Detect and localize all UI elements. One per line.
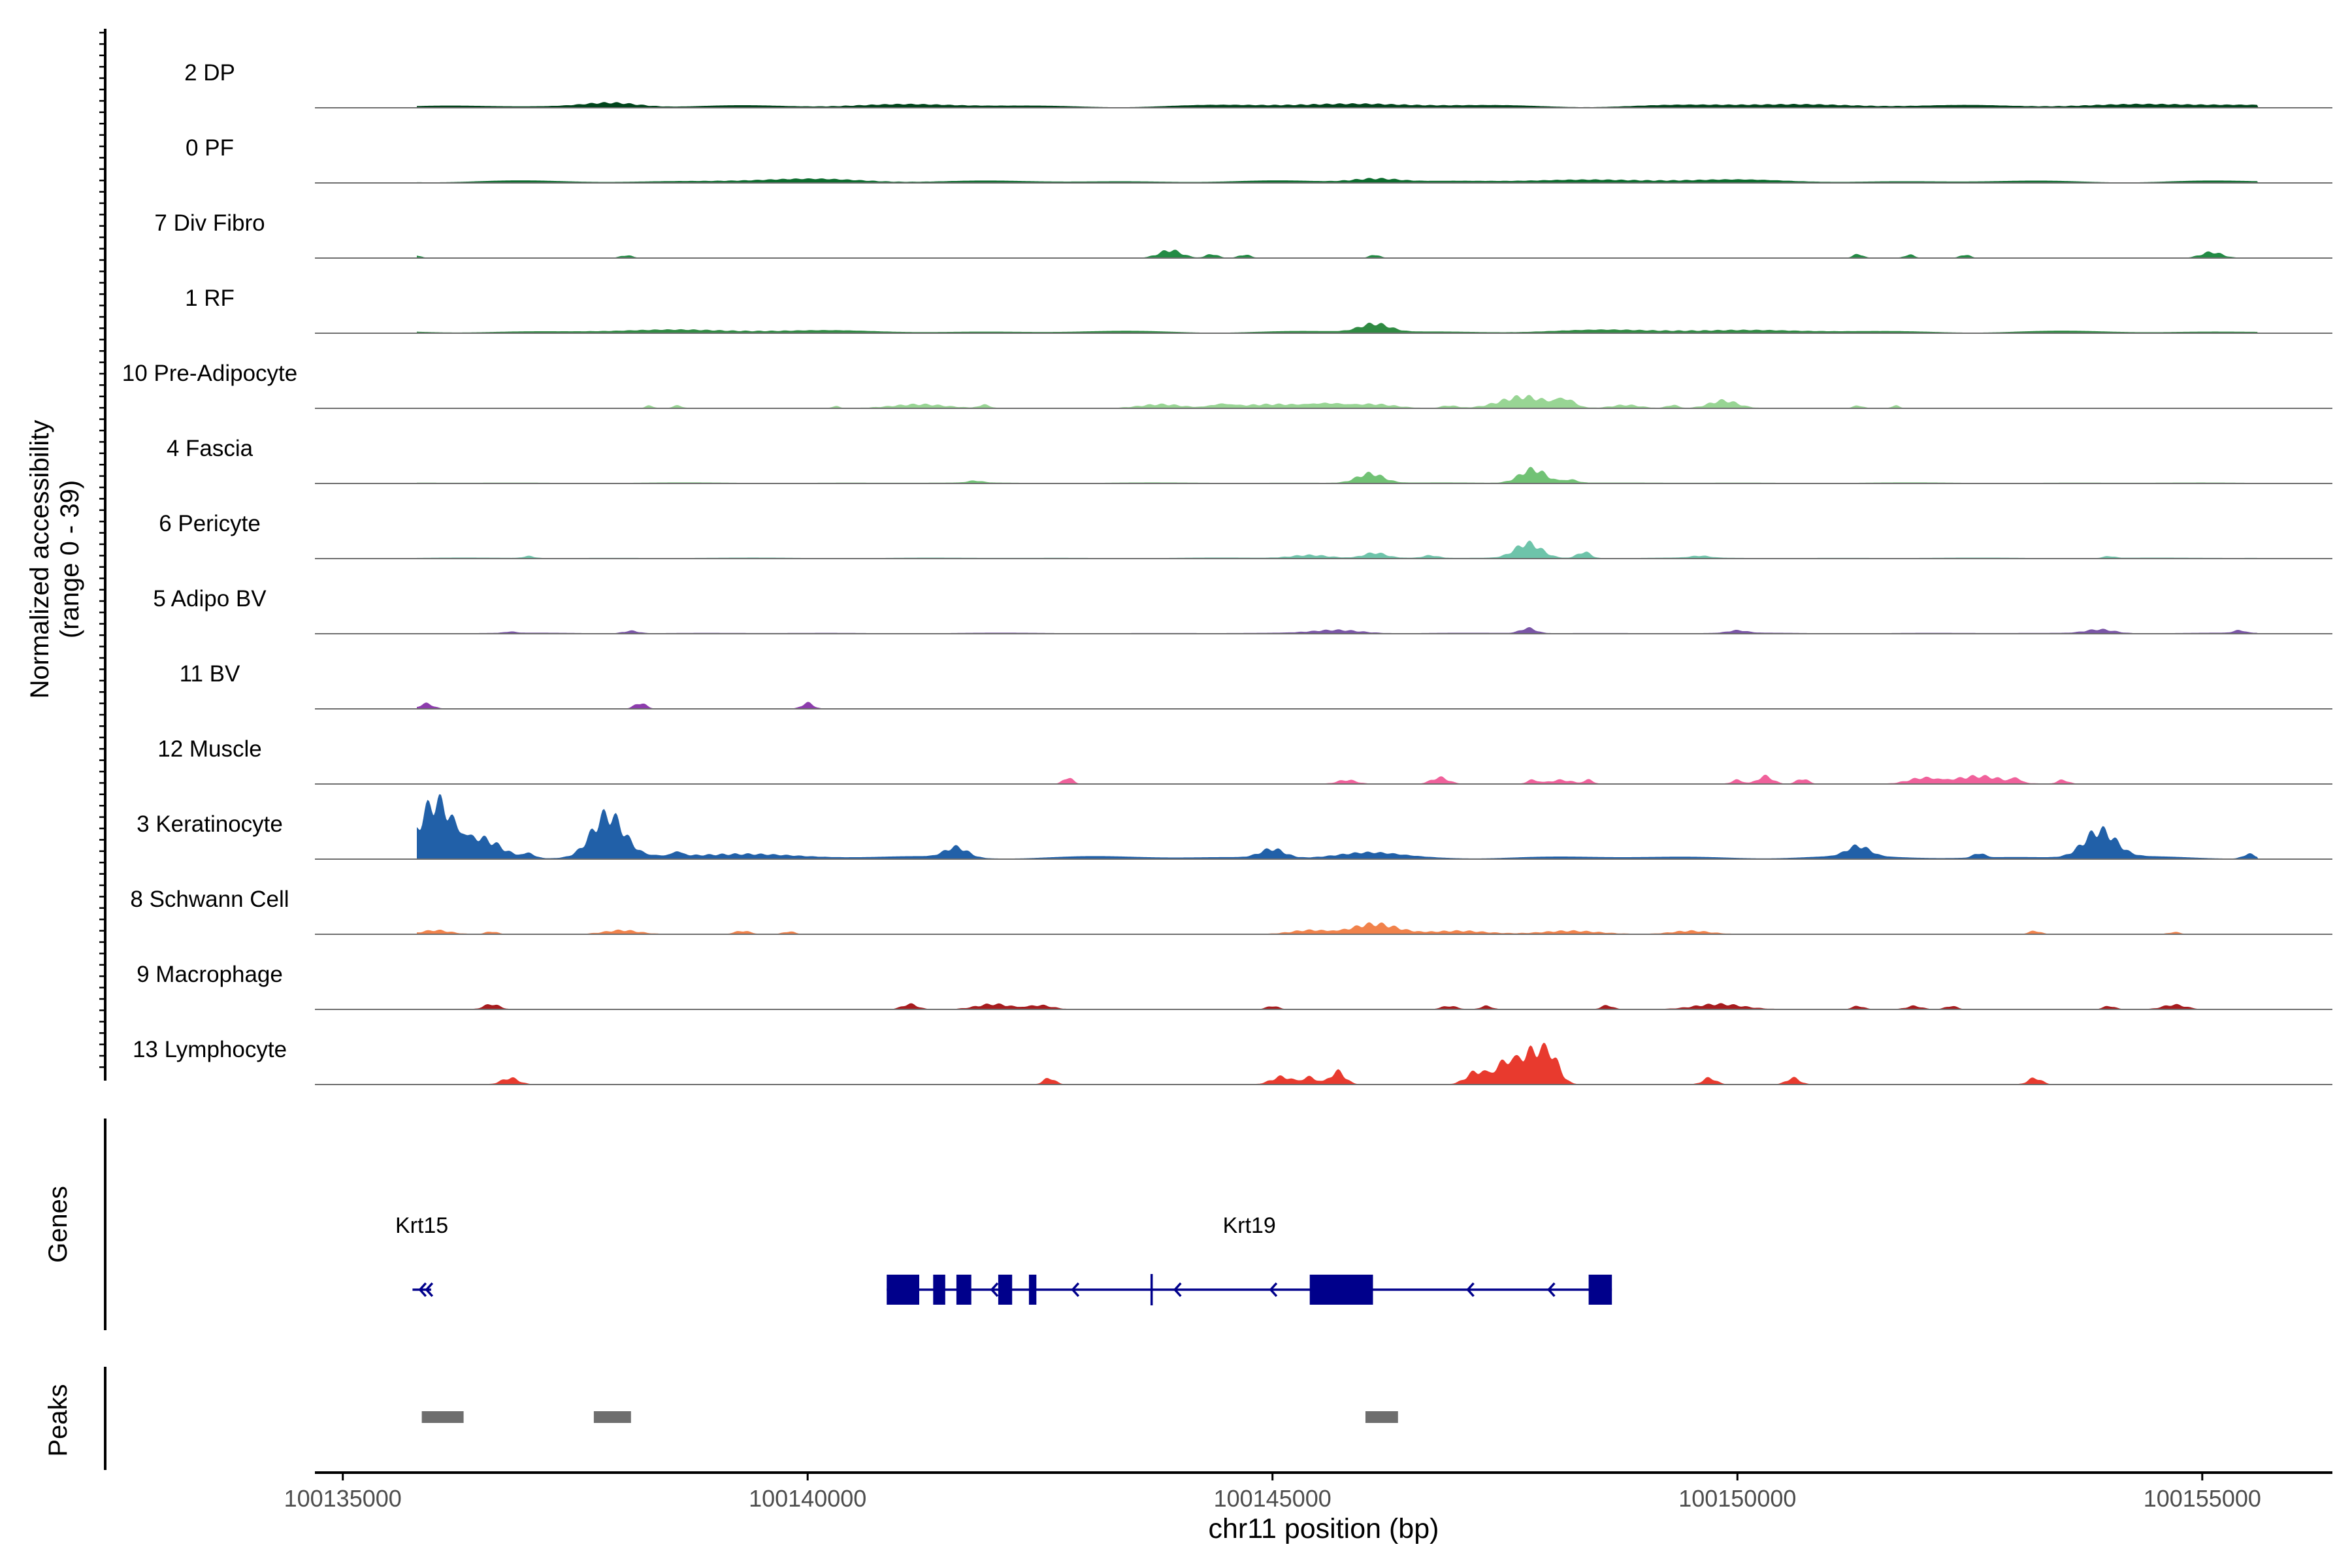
track-label: 10 Pre-Adipocyte [122, 361, 297, 386]
track-signal [417, 178, 2259, 184]
coverage-track: 8 Schwann Cell [130, 887, 2332, 935]
peaks-panel-label: Peaks [44, 1384, 73, 1456]
coverage-track: 6 Pericyte [159, 511, 2332, 559]
coverage-track: 13 Lymphocyte [133, 1037, 2332, 1085]
coverage-track: 2 DP [184, 60, 2332, 108]
coverage-track: 1 RF [185, 286, 2332, 334]
peaks-panel: Peaks [44, 1367, 1398, 1470]
track-label: 0 PF [186, 135, 234, 161]
track-label: 13 Lymphocyte [133, 1037, 287, 1062]
track-signal [417, 794, 2259, 860]
coverage-track: 0 PF [186, 135, 2332, 184]
gene-exon [887, 1275, 919, 1305]
strand-arrow [418, 1282, 427, 1298]
genes-panel-label: Genes [44, 1186, 73, 1263]
x-tick-label: 100150000 [1678, 1485, 1796, 1512]
track-label: 9 Macrophage [137, 962, 283, 987]
x-tick-label: 100140000 [749, 1485, 866, 1512]
strand-arrow [1173, 1282, 1182, 1298]
coverage-y-ticks [99, 31, 105, 1068]
coverage-track: 7 Div Fibro [154, 210, 2332, 259]
x-axis: 100135000 100140000 100145000 100150000 1001… [284, 1471, 2332, 1544]
peak-regions [421, 1411, 1398, 1423]
coverage-track: 10 Pre-Adipocyte [122, 361, 2332, 409]
coverage-track: 3 Keratinocyte [137, 794, 2332, 860]
x-tick-label: 100135000 [284, 1485, 402, 1512]
gene-label: Krt19 [1223, 1213, 1276, 1238]
gene-exon [933, 1275, 945, 1305]
strand-arrow [1071, 1282, 1080, 1298]
x-ticks: 100135000 100140000 100145000 100150000 1001… [284, 1473, 2261, 1512]
coverage-track: 5 Adipo BV [153, 586, 2332, 634]
peak-region [421, 1411, 464, 1423]
track-label: 4 Fascia [167, 436, 253, 461]
track-label: 8 Schwann Cell [130, 887, 289, 912]
coverage-track: 4 Fascia [167, 436, 2332, 484]
peak-region [1365, 1411, 1398, 1423]
gene-exon [1309, 1275, 1373, 1305]
gene-exon [1588, 1275, 1612, 1305]
coverage-y-axis: Normalized accessibility (range 0 - 39) [25, 29, 106, 1081]
genes-panel: Genes Krt15 Krt19 [44, 1119, 1612, 1330]
strand-arrow [990, 1282, 999, 1298]
track-label: 11 BV [180, 661, 240, 687]
x-tick-label: 100145000 [1214, 1485, 1331, 1512]
strand-arrow [1269, 1282, 1278, 1298]
gene-label: Krt15 [395, 1213, 448, 1238]
track-label: 2 DP [184, 60, 235, 86]
track-signal [417, 102, 2259, 108]
coverage-track: 12 Muscle [157, 736, 2332, 785]
gene-exon [998, 1275, 1013, 1305]
gene-models: Krt15 Krt19 [395, 1213, 1612, 1305]
coverage-tracks: 2 DP 0 PF 7 Div Fibro 1 RF 10 Pre-Adipocyte 4… [122, 60, 2332, 1085]
coverage-y-label-line1: Normalized accessibility [25, 420, 54, 699]
gene-model: Krt19 [887, 1213, 1612, 1305]
coverage-track: 11 BV [180, 661, 2332, 710]
peak-region [593, 1411, 631, 1423]
x-axis-label: chr11 position (bp) [1209, 1513, 1439, 1544]
track-label: 12 Muscle [157, 736, 262, 762]
gene-exon [956, 1275, 972, 1305]
track-label: 6 Pericyte [159, 511, 261, 536]
x-tick-label: 100155000 [2144, 1485, 2261, 1512]
gene-model: Krt15 [395, 1213, 448, 1298]
strand-arrow [425, 1282, 434, 1298]
track-label: 1 RF [185, 286, 235, 311]
track-label: 5 Adipo BV [153, 586, 267, 612]
gene-exon [1028, 1275, 1037, 1305]
strand-arrow [1547, 1282, 1556, 1298]
strand-arrow [1466, 1282, 1475, 1298]
track-label: 7 Div Fibro [154, 210, 265, 236]
coverage-track: 9 Macrophage [137, 962, 2332, 1010]
coverage-y-label-line2: (range 0 - 39) [56, 480, 84, 638]
track-label: 3 Keratinocyte [137, 811, 283, 837]
